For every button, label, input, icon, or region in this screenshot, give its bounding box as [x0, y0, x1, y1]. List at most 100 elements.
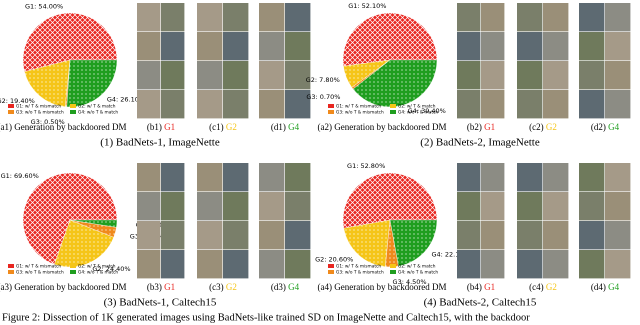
image-tile [285, 192, 311, 221]
image-tile [605, 250, 631, 279]
sub-caption: (c3) G2 [209, 282, 237, 292]
image-tile [161, 32, 185, 61]
sub-tag: (a4) [318, 282, 333, 292]
image-tile [481, 61, 505, 90]
image-tile [579, 250, 605, 279]
legend-swatch [328, 110, 334, 114]
image-tile [161, 90, 185, 119]
image-tile [517, 61, 543, 90]
wedge-label: G3: 4.50% [393, 278, 427, 286]
image-tile [517, 3, 543, 32]
image-tile [137, 163, 161, 192]
sub-tag: (d4) [591, 282, 606, 292]
legend-label: G4: w/o T & match [78, 110, 118, 116]
sub-tag: (c4) [529, 282, 544, 292]
legend-swatch [390, 270, 396, 274]
image-tile [481, 163, 505, 192]
sub-caption: (c2) G2 [529, 122, 557, 132]
image-tile [259, 221, 285, 250]
wedge-hatch [22, 12, 117, 72]
legend-swatch [328, 270, 334, 274]
sub-tag: (b1) [147, 122, 162, 132]
sub-caption: (a2) Generation by backdoored DM [318, 122, 447, 132]
sub-text: G2 [546, 282, 557, 292]
image-tile [517, 221, 543, 250]
image-tile [605, 221, 631, 250]
image-tile [605, 61, 631, 90]
sub-text: G4 [288, 282, 299, 292]
group-caption: (4) BadNets-2, Caltech15 [424, 297, 537, 309]
image-tile [259, 3, 285, 32]
image-tile [579, 221, 605, 250]
image-tile [137, 221, 161, 250]
image-tile [543, 3, 569, 32]
image-tile [137, 90, 161, 119]
image-tile [197, 163, 223, 192]
image-tile [481, 221, 505, 250]
figure-caption: Figure 2: Dissection of 1K generated ima… [2, 312, 530, 323]
wedge-hatch [343, 60, 390, 88]
wedge-label: G1: 52.10% [348, 2, 386, 10]
legend-swatch [328, 264, 334, 268]
image-tile [161, 221, 185, 250]
image-tile [285, 3, 311, 32]
wedge-label: G2: 20.60% [315, 256, 353, 264]
sub-caption: (a4) Generation by backdoored DM [318, 282, 447, 292]
image-tile [223, 90, 249, 119]
image-tile [223, 61, 249, 90]
image-tile [517, 192, 543, 221]
legend-swatch [390, 264, 396, 268]
group-caption: (3) BadNets-1, Caltech15 [104, 297, 217, 309]
legend-swatch [70, 104, 76, 108]
legend-label: G3: w/o T & mismatch [16, 270, 64, 276]
sub-caption: (d4) G4 [591, 282, 620, 292]
wedge-hatch [342, 172, 437, 229]
image-tile [285, 250, 311, 279]
wedge-label: G3: 0.70% [306, 93, 340, 101]
image-tile [259, 163, 285, 192]
image-tile [457, 221, 481, 250]
sub-tag: (b2) [467, 122, 482, 132]
image-tile [197, 250, 223, 279]
image-tile [457, 250, 481, 279]
sub-tag: (c1) [209, 122, 224, 132]
legend-swatch [70, 110, 76, 114]
sub-caption: (b3) G1 [147, 282, 175, 292]
image-tile [579, 192, 605, 221]
wedge-label: G1: 54.00% [25, 2, 63, 10]
group-caption: (2) BadNets-2, ImageNette [420, 137, 540, 149]
sub-caption: (d1) G4 [271, 122, 300, 132]
wedge-hatch [390, 220, 437, 267]
sub-caption: (d2) G4 [591, 122, 620, 132]
image-tile [579, 163, 605, 192]
sub-text: Generation by backdoored DM [14, 122, 126, 132]
wedge-label: G2: 7.80% [306, 76, 340, 84]
image-tile [197, 3, 223, 32]
wedge-hatch [342, 12, 437, 67]
image-tile [223, 32, 249, 61]
image-tile [161, 163, 185, 192]
legend-label: G1: w/ T & mismatch [16, 264, 61, 270]
image-tile [457, 192, 481, 221]
sub-tag: (c3) [209, 282, 224, 292]
image-tile [457, 90, 481, 119]
image-tile [285, 61, 311, 90]
image-tile [285, 90, 311, 119]
sub-text: G1 [484, 282, 495, 292]
sub-text: Generation by backdoored DM [334, 122, 446, 132]
sub-caption: (b4) G1 [467, 282, 495, 292]
wedge-label: G3: 0.50% [31, 118, 65, 126]
image-tile [517, 163, 543, 192]
image-tile [543, 221, 569, 250]
image-tile [543, 90, 569, 119]
image-tile [259, 250, 285, 279]
image-tile [457, 3, 481, 32]
legend-label: G4: w/o T & match [78, 270, 118, 276]
legend-label: G1: w/ T & mismatch [336, 104, 381, 110]
legend-swatch [390, 110, 396, 114]
image-tile [579, 3, 605, 32]
legend-swatch [390, 104, 396, 108]
image-tile [137, 3, 161, 32]
wedge-label: G4: 26.10% [107, 95, 145, 103]
group-caption: (1) BadNets-1, ImageNette [100, 137, 220, 149]
